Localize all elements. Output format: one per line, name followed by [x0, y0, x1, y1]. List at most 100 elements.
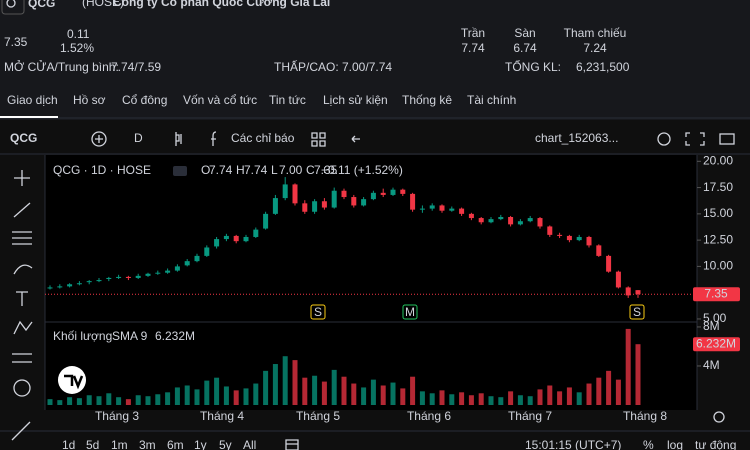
search-box[interactable]	[1, 0, 25, 15]
auto-toggle[interactable]: tự động	[695, 438, 736, 450]
range-button[interactable]: 1m	[111, 438, 128, 450]
legend-value: 7.00	[279, 163, 303, 177]
tab[interactable]: Giao dịch	[7, 93, 58, 107]
volume-bar	[390, 382, 396, 405]
tab[interactable]: Tin tức	[269, 93, 306, 107]
volume-bar	[547, 385, 553, 405]
volume-bar	[331, 369, 337, 405]
candle-body	[116, 276, 122, 278]
legend-key: O	[201, 163, 210, 177]
candle-body	[292, 184, 298, 204]
candle-body	[449, 208, 455, 211]
tab[interactable]: Hồ sơ	[73, 93, 106, 107]
range-button[interactable]: All	[243, 438, 256, 450]
event-label: S	[633, 305, 641, 319]
range-button[interactable]: 6m	[167, 438, 184, 450]
candle-body	[606, 255, 612, 272]
volume-bar	[527, 396, 533, 405]
candle-body	[498, 217, 504, 220]
candle-body	[351, 197, 357, 206]
volume-bar	[449, 394, 455, 405]
ref-label: Tham chiếu	[564, 26, 627, 40]
candle-body	[135, 275, 141, 278]
candle-body	[165, 270, 171, 273]
candle-body	[508, 217, 514, 225]
chart-name[interactable]: chart_152063...	[535, 131, 618, 145]
volume-bar	[606, 370, 612, 405]
volume-bar	[478, 393, 484, 405]
range-button[interactable]: 5d	[86, 438, 99, 450]
tab[interactable]: Tài chính	[467, 93, 516, 107]
volume-bar	[223, 386, 229, 405]
volume-bar	[468, 395, 474, 405]
candle-body	[615, 271, 621, 288]
price: 7.35	[4, 35, 28, 49]
ceiling-label: Trần	[461, 26, 485, 40]
legend-key: L	[271, 163, 278, 177]
volume-bar	[194, 389, 200, 405]
volume-bar	[410, 376, 416, 405]
volume-bar	[380, 385, 386, 405]
candle-body	[586, 236, 592, 246]
range-button[interactable]: 1d	[62, 438, 75, 450]
tab[interactable]: Lịch sử kiện	[323, 93, 388, 107]
event-marker[interactable]	[310, 304, 326, 320]
change-pct: 1.52%	[60, 41, 94, 55]
candle-body	[253, 229, 259, 237]
candle-body	[566, 235, 572, 241]
volume-bar	[615, 379, 621, 405]
legend-hide[interactable]	[173, 166, 187, 176]
candle-body	[272, 198, 278, 214]
legend-key: C	[306, 163, 315, 177]
log-toggle[interactable]: log	[667, 438, 683, 450]
legend-value: 7.35	[314, 163, 338, 177]
candle-body	[312, 201, 318, 212]
volume-bar	[557, 391, 563, 405]
volume-bar	[508, 391, 514, 405]
toolbar-symbol[interactable]: QCG	[10, 131, 37, 145]
percent-toggle[interactable]: %	[643, 438, 654, 450]
y-tick-label: 5.00	[703, 311, 727, 325]
candle-body	[410, 193, 416, 210]
tab[interactable]: Cổ đông	[122, 93, 167, 107]
candle-body	[557, 234, 563, 236]
volume-bar	[86, 395, 92, 405]
ceiling-value: 7.74	[461, 41, 485, 55]
candle-body	[527, 218, 533, 222]
candle-body	[537, 218, 543, 227]
legend-change: +0.11 (+1.52%)	[321, 163, 403, 177]
volume-bar	[263, 370, 269, 405]
candle-body	[468, 213, 474, 219]
candle-body	[184, 261, 190, 266]
volume-bar	[429, 393, 435, 405]
volume-bar	[635, 344, 641, 405]
volume-bar	[312, 375, 318, 405]
legend-key: H	[236, 163, 245, 177]
volume-bar	[174, 387, 180, 405]
low-high-label: THẤP/CAO:	[274, 59, 339, 74]
x-tick-label: Tháng 7	[508, 409, 552, 423]
low-high: 7.00/7.74	[342, 60, 392, 74]
interval[interactable]: D	[134, 131, 143, 145]
last-price-box	[693, 287, 740, 302]
last-volume-box	[693, 337, 740, 352]
volume-bar	[351, 383, 357, 405]
candle-body	[282, 184, 288, 199]
event-marker[interactable]	[402, 304, 418, 320]
tab[interactable]: Thống kê	[402, 93, 452, 107]
open-avg: 7.74/7.59	[111, 60, 161, 74]
tab[interactable]: Vốn và cổ tức	[183, 93, 257, 107]
range-button[interactable]: 1y	[194, 438, 207, 450]
last-volume: 6.232M	[696, 336, 736, 350]
event-marker[interactable]	[629, 304, 645, 320]
candle-body	[47, 287, 53, 289]
range-button[interactable]: 5y	[219, 438, 232, 450]
candle-body	[125, 276, 131, 278]
indicators[interactable]: Các chỉ báo	[231, 131, 295, 145]
volume-bar	[184, 385, 190, 405]
candle-body	[478, 218, 484, 223]
volume-bar	[341, 376, 347, 405]
x-tick-label: Tháng 3	[95, 409, 139, 423]
range-button[interactable]: 3m	[139, 438, 156, 450]
candle-body	[576, 236, 582, 241]
